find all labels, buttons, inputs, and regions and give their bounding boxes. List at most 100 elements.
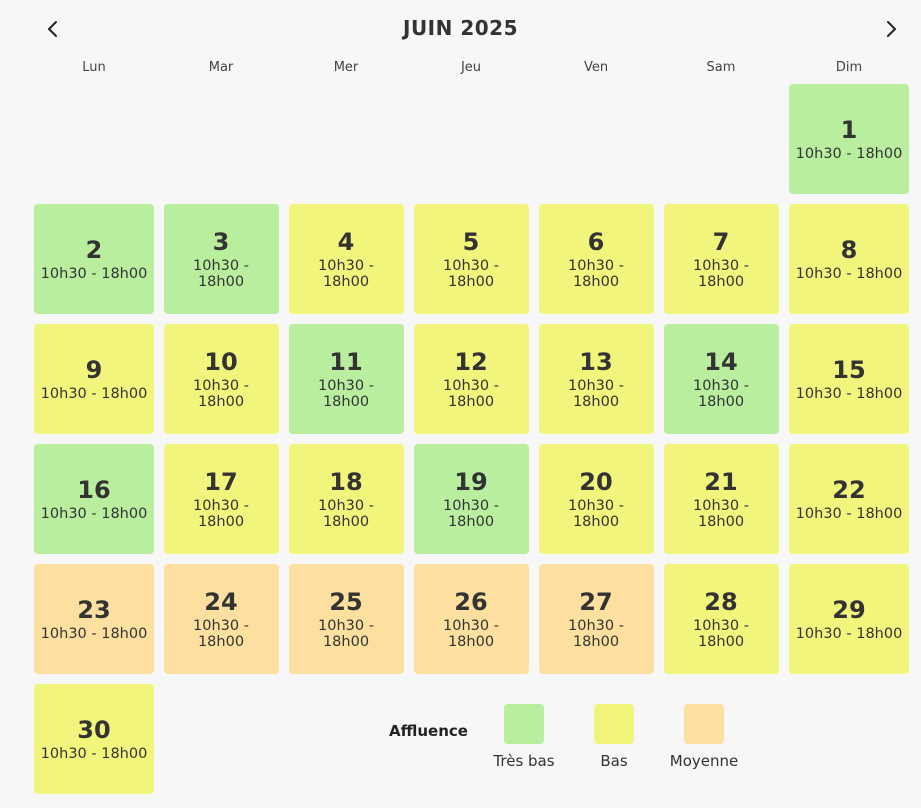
opening-hours: 10h30 - 18h00 (318, 378, 374, 410)
day-number: 13 (579, 348, 613, 376)
day-number: 5 (462, 228, 480, 256)
opening-hours: 10h30 - 18h00 (40, 506, 148, 522)
legend-swatch-bas (594, 704, 634, 744)
opening-hours: 10h30 - 18h00 (795, 506, 903, 522)
day-number: 7 (712, 228, 730, 256)
opening-hours: 10h30 - 18h00 (443, 498, 499, 530)
calendar-day-30[interactable]: 30 10h30 - 18h00 (34, 684, 154, 794)
calendar-day-7[interactable]: 7 10h30 - 18h00 (663, 204, 779, 314)
opening-hours: 10h30 - 18h00 (40, 386, 148, 402)
day-number: 20 (579, 468, 613, 496)
day-number: 10 (204, 348, 238, 376)
calendar-day-16[interactable]: 16 10h30 - 18h00 (34, 444, 154, 554)
calendar-day-14[interactable]: 14 10h30 - 18h00 (663, 324, 779, 434)
day-number: 18 (329, 468, 363, 496)
calendar-day-11[interactable]: 11 10h30 - 18h00 (288, 324, 404, 434)
opening-hours: 10h30 - 18h00 (795, 266, 903, 282)
calendar-day-24[interactable]: 24 10h30 - 18h00 (163, 564, 279, 674)
weekday-label-lun: Lun (82, 60, 106, 75)
opening-hours: 10h30 - 18h00 (443, 258, 499, 290)
day-number: 19 (454, 468, 488, 496)
opening-hours: 10h30 - 18h00 (40, 266, 148, 282)
calendar-day-2[interactable]: 2 10h30 - 18h00 (34, 204, 154, 314)
calendar-day-18[interactable]: 18 10h30 - 18h00 (288, 444, 404, 554)
day-number: 16 (77, 476, 111, 504)
opening-hours: 10h30 - 18h00 (693, 378, 749, 410)
legend-label: Très bas (493, 752, 555, 770)
day-number: 3 (212, 228, 230, 256)
calendar-day-13[interactable]: 13 10h30 - 18h00 (538, 324, 654, 434)
weekday-label-sam: Sam (706, 60, 736, 75)
day-number: 8 (840, 236, 858, 264)
month-title: JUIN 2025 (403, 16, 518, 40)
day-number: 12 (454, 348, 488, 376)
day-number: 17 (204, 468, 238, 496)
calendar-day-29[interactable]: 29 10h30 - 18h00 (789, 564, 909, 674)
calendar-day-22[interactable]: 22 10h30 - 18h00 (789, 444, 909, 554)
weekday-label-mar: Mar (208, 60, 234, 75)
opening-hours: 10h30 - 18h00 (568, 258, 624, 290)
calendar-day-8[interactable]: 8 10h30 - 18h00 (789, 204, 909, 314)
next-month-button[interactable] (876, 14, 906, 44)
day-number: 24 (204, 588, 238, 616)
calendar-day-20[interactable]: 20 10h30 - 18h00 (538, 444, 654, 554)
weekday-label-ven: Ven (583, 60, 609, 75)
legend-swatch-tres-bas (504, 704, 544, 744)
opening-hours: 10h30 - 18h00 (568, 378, 624, 410)
calendar-day-4[interactable]: 4 10h30 - 18h00 (288, 204, 404, 314)
opening-hours: 10h30 - 18h00 (693, 618, 749, 650)
opening-hours: 10h30 - 18h00 (193, 258, 249, 290)
opening-hours: 10h30 - 18h00 (193, 498, 249, 530)
opening-hours: 10h30 - 18h00 (193, 618, 249, 650)
day-number: 28 (704, 588, 738, 616)
calendar-day-1[interactable]: 1 10h30 - 18h00 (789, 84, 909, 194)
legend-label: Bas (600, 752, 628, 770)
opening-hours: 10h30 - 18h00 (568, 498, 624, 530)
calendar-day-17[interactable]: 17 10h30 - 18h00 (163, 444, 279, 554)
opening-hours: 10h30 - 18h00 (443, 378, 499, 410)
day-number: 22 (832, 476, 866, 504)
calendar-day-9[interactable]: 9 10h30 - 18h00 (34, 324, 154, 434)
day-number: 1 (840, 116, 858, 144)
day-number: 6 (587, 228, 605, 256)
opening-hours: 10h30 - 18h00 (193, 378, 249, 410)
calendar-day-10[interactable]: 10 10h30 - 18h00 (163, 324, 279, 434)
calendar-day-23[interactable]: 23 10h30 - 18h00 (34, 564, 154, 674)
calendar-day-12[interactable]: 12 10h30 - 18h00 (413, 324, 529, 434)
opening-hours: 10h30 - 18h00 (795, 386, 903, 402)
opening-hours: 10h30 - 18h00 (318, 258, 374, 290)
day-number: 21 (704, 468, 738, 496)
calendar-day-26[interactable]: 26 10h30 - 18h00 (413, 564, 529, 674)
day-number: 25 (329, 588, 363, 616)
weekday-label-dim: Dim (835, 60, 863, 75)
opening-hours: 10h30 - 18h00 (318, 618, 374, 650)
legend-label: Moyenne (669, 752, 739, 770)
calendar-day-6[interactable]: 6 10h30 - 18h00 (538, 204, 654, 314)
legend-swatch-moyenne (684, 704, 724, 744)
chevron-right-icon (887, 21, 896, 37)
calendar-day-28[interactable]: 28 10h30 - 18h00 (663, 564, 779, 674)
calendar-day-5[interactable]: 5 10h30 - 18h00 (413, 204, 529, 314)
day-number: 11 (329, 348, 363, 376)
chevron-left-icon (48, 21, 57, 37)
weekday-label-jeu: Jeu (460, 60, 482, 75)
calendar-day-21[interactable]: 21 10h30 - 18h00 (663, 444, 779, 554)
calendar-day-25[interactable]: 25 10h30 - 18h00 (288, 564, 404, 674)
opening-hours: 10h30 - 18h00 (795, 626, 903, 642)
calendar-day-27[interactable]: 27 10h30 - 18h00 (538, 564, 654, 674)
calendar-day-19[interactable]: 19 10h30 - 18h00 (413, 444, 529, 554)
opening-hours: 10h30 - 18h00 (40, 626, 148, 642)
day-number: 4 (337, 228, 355, 256)
day-number: 30 (77, 716, 111, 744)
day-number: 27 (579, 588, 613, 616)
previous-month-button[interactable] (38, 14, 68, 44)
day-number: 23 (77, 596, 111, 624)
opening-hours: 10h30 - 18h00 (795, 146, 903, 162)
calendar-day-3[interactable]: 3 10h30 - 18h00 (163, 204, 279, 314)
legend-title: Affluence (389, 722, 468, 740)
opening-hours: 10h30 - 18h00 (693, 498, 749, 530)
day-number: 9 (85, 356, 103, 384)
weekday-label-mer: Mer (333, 60, 359, 75)
day-number: 15 (832, 356, 866, 384)
calendar-day-15[interactable]: 15 10h30 - 18h00 (789, 324, 909, 434)
